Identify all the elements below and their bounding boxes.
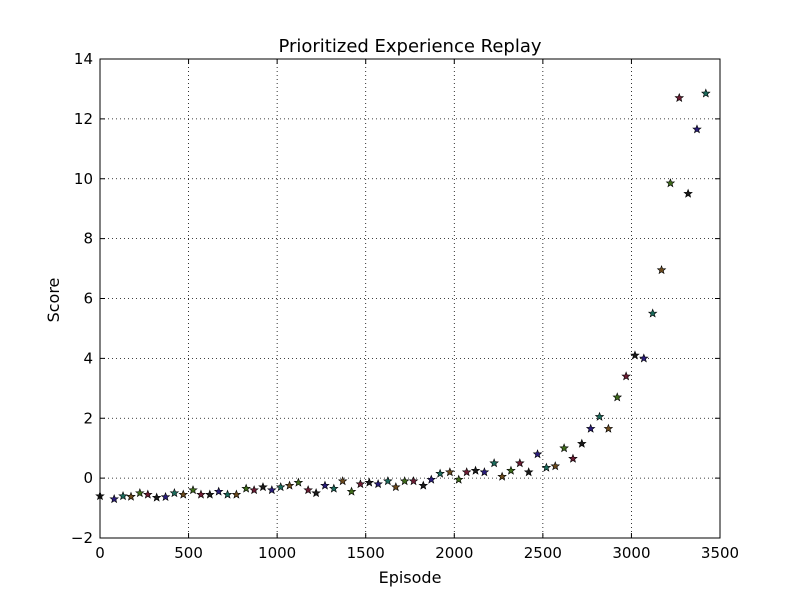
data-point	[355, 479, 366, 489]
data-points	[95, 88, 711, 504]
data-point	[621, 371, 631, 381]
data-point	[284, 480, 295, 490]
data-point	[665, 178, 676, 188]
data-point	[408, 476, 419, 486]
data-point	[497, 471, 507, 481]
data-point	[222, 489, 233, 499]
data-point	[630, 350, 640, 360]
y-tick-label: 6	[83, 290, 93, 308]
data-point	[541, 462, 552, 472]
y-axis-label: Score	[44, 278, 63, 323]
data-point	[445, 467, 455, 477]
y-tick-label: 0	[83, 469, 93, 487]
data-point	[213, 486, 224, 496]
data-point	[701, 88, 711, 98]
y-tick-label: −2	[71, 529, 93, 547]
data-point	[267, 485, 277, 495]
data-point	[169, 488, 180, 498]
data-point	[126, 491, 136, 501]
data-point	[559, 443, 569, 453]
data-point	[489, 458, 499, 468]
data-point	[426, 474, 437, 484]
data-point	[418, 480, 429, 490]
data-point	[293, 477, 304, 487]
data-point	[399, 476, 410, 486]
data-point	[205, 489, 215, 499]
data-point	[594, 411, 605, 421]
data-point	[461, 467, 472, 477]
data-point	[329, 483, 339, 493]
data-point	[568, 453, 578, 463]
data-point	[577, 438, 587, 448]
y-tick-label: 14	[74, 50, 93, 68]
data-point	[523, 467, 534, 477]
data-point	[550, 461, 561, 471]
data-point	[656, 265, 667, 275]
data-point	[188, 485, 198, 495]
y-tick-label: 8	[83, 230, 93, 248]
data-point	[585, 423, 596, 433]
data-point	[346, 486, 357, 496]
y-tick-label: 10	[74, 170, 93, 188]
data-point	[453, 474, 464, 484]
data-point	[303, 485, 313, 495]
x-tick-label: 0	[95, 544, 105, 562]
data-point	[373, 479, 383, 489]
data-point	[109, 494, 119, 504]
data-point	[143, 489, 153, 499]
data-point	[160, 491, 171, 502]
data-point	[151, 492, 162, 502]
data-point	[337, 476, 348, 486]
data-point	[196, 489, 206, 499]
data-point	[135, 488, 145, 498]
data-point	[275, 482, 286, 492]
data-point	[603, 423, 614, 433]
chart-title: Prioritized Experience Replay	[278, 36, 541, 57]
data-point	[692, 124, 702, 134]
x-tick-label: 3500	[701, 544, 739, 562]
data-point	[479, 467, 490, 477]
data-point	[515, 458, 525, 468]
axis-ticks: 0 500 1000 1500 2000 2500 3000 3500−20246810121…	[71, 50, 739, 562]
x-tick-label: 1000	[258, 544, 296, 562]
data-point	[320, 480, 330, 490]
data-point	[435, 468, 445, 478]
data-point	[231, 489, 242, 499]
data-point	[674, 92, 685, 102]
data-point	[683, 188, 693, 198]
x-tick-label: 500	[174, 544, 203, 562]
data-point	[391, 482, 401, 492]
data-point	[364, 477, 375, 487]
data-point	[470, 465, 481, 475]
data-point	[118, 491, 128, 501]
data-point	[506, 465, 516, 475]
x-tick-label: 1500	[347, 544, 385, 562]
x-tick-label: 3000	[612, 544, 650, 562]
data-point	[311, 488, 321, 498]
y-tick-label: 2	[83, 409, 93, 427]
data-point	[249, 485, 259, 495]
data-point	[647, 308, 658, 318]
data-point	[639, 353, 649, 363]
y-tick-label: 12	[74, 110, 93, 128]
data-point	[383, 476, 393, 486]
data-point	[532, 449, 543, 459]
data-point	[612, 392, 623, 402]
x-tick-label: 2000	[435, 544, 473, 562]
data-point	[178, 489, 189, 499]
y-tick-label: 4	[83, 349, 93, 367]
x-axis-label: Episode	[379, 568, 442, 587]
data-point	[258, 482, 268, 492]
x-tick-label: 2500	[524, 544, 562, 562]
data-point	[241, 483, 251, 493]
